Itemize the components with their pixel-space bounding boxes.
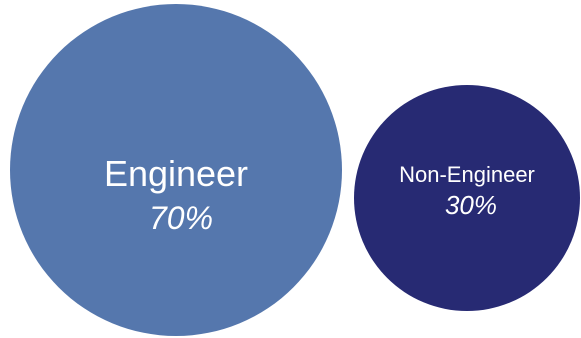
bubble-non-engineer (354, 85, 580, 311)
bubble-non-engineer-group: Non-Engineer 30% (354, 85, 580, 311)
bubble-engineer (10, 4, 342, 336)
bubble-engineer-value: 70% (149, 200, 213, 236)
bubble-engineer-group: Engineer 70% (10, 4, 342, 336)
bubble-non-engineer-label: Non-Engineer (399, 162, 535, 187)
bubble-engineer-label: Engineer (104, 153, 248, 194)
bubble-non-engineer-value: 30% (445, 190, 497, 220)
